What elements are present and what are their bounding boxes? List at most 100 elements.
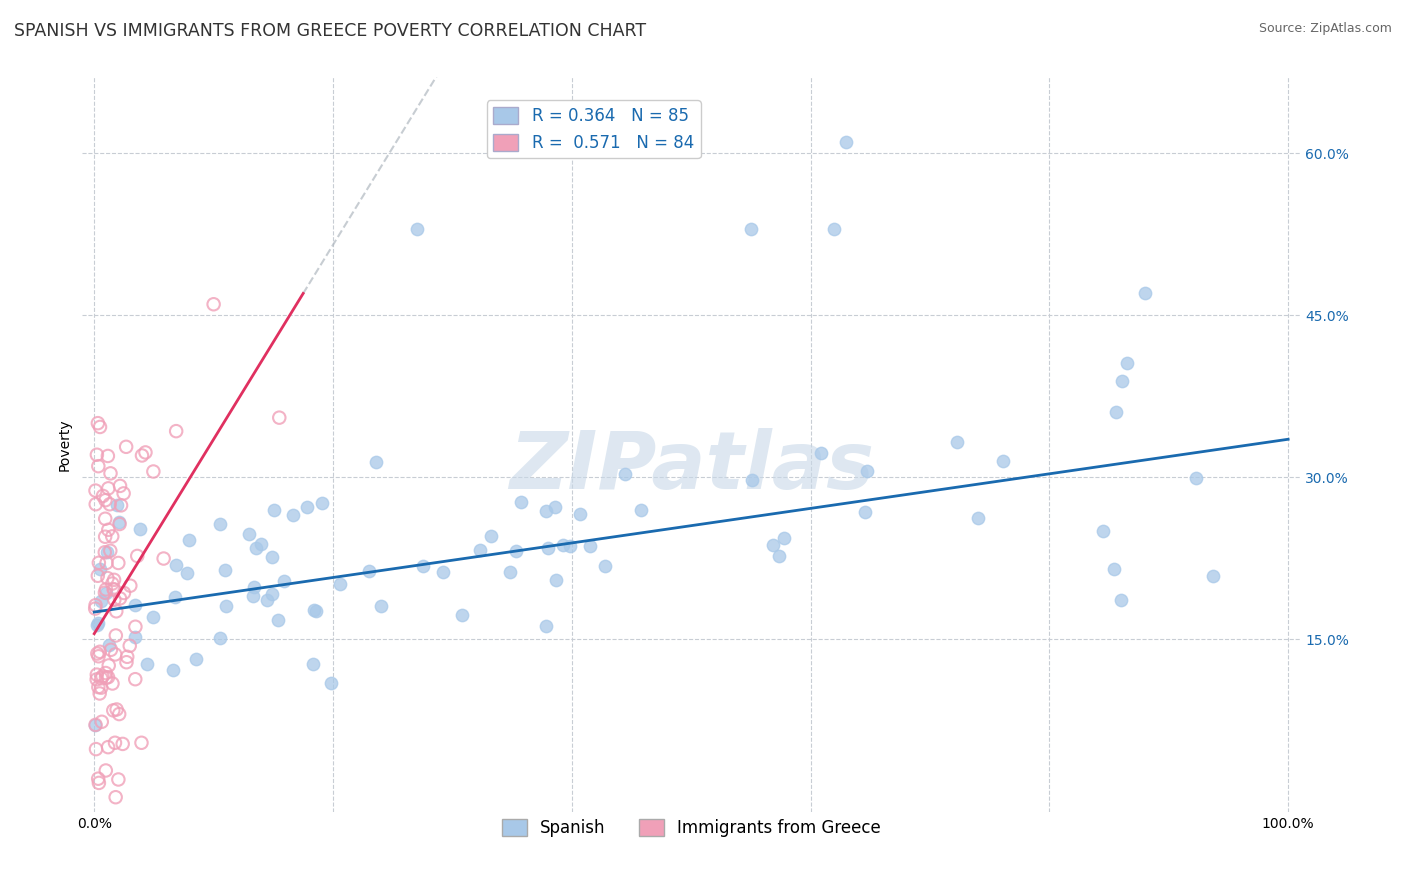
Point [1133, 286, 1156, 301]
Point [256, 593, 278, 607]
Point [107, 772, 129, 787]
Point [94, 582, 117, 597]
Point [165, 424, 187, 438]
Point [108, 515, 131, 529]
Point [162, 664, 184, 678]
Point [97, 740, 120, 755]
Point [87, 556, 110, 570]
Point [124, 630, 146, 644]
Point [544, 573, 567, 587]
Point [87, 772, 110, 786]
Point [120, 579, 142, 593]
Point [856, 464, 879, 478]
Point [112, 586, 135, 600]
Point [103, 582, 125, 597]
Point [105, 499, 128, 513]
Point [569, 507, 592, 521]
Point [96, 556, 118, 570]
Point [479, 529, 502, 543]
Point [1202, 569, 1225, 583]
Text: SPANISH VS IMMIGRANTS FROM GREECE POVERTY CORRELATION CHART: SPANISH VS IMMIGRANTS FROM GREECE POVERT… [14, 22, 647, 40]
Point [124, 620, 146, 634]
Point [94, 545, 117, 559]
Point [250, 537, 273, 551]
Point [97, 449, 120, 463]
Point [124, 598, 146, 612]
Point [364, 455, 387, 469]
Point [412, 558, 434, 573]
Point [142, 465, 165, 479]
Point [544, 500, 567, 515]
Point [165, 590, 187, 604]
Point [89, 420, 111, 434]
Point [90, 681, 112, 695]
Point [87, 680, 110, 694]
Point [108, 591, 131, 606]
Point [94, 530, 117, 544]
Point [823, 221, 845, 235]
Point [127, 549, 149, 563]
Point [810, 446, 832, 460]
Point [101, 676, 124, 690]
Point [359, 564, 381, 578]
Point [263, 503, 285, 517]
Point [104, 628, 127, 642]
Point [101, 529, 124, 543]
Point [86, 618, 108, 632]
Point [853, 505, 876, 519]
Point [835, 135, 858, 149]
Point [111, 737, 134, 751]
Point [97, 670, 120, 684]
Point [305, 604, 328, 618]
Point [177, 533, 200, 548]
Point [91, 489, 114, 503]
Point [104, 790, 127, 805]
Point [84, 601, 107, 615]
Point [165, 558, 187, 572]
Point [124, 672, 146, 686]
Point [1092, 524, 1115, 539]
Point [499, 566, 522, 580]
Point [741, 473, 763, 487]
Point [87, 416, 110, 430]
Point [89, 561, 111, 575]
Point [762, 538, 785, 552]
Point [100, 642, 122, 657]
Point [510, 495, 533, 509]
Point [208, 631, 231, 645]
Point [451, 608, 474, 623]
Point [267, 614, 290, 628]
Point [131, 736, 153, 750]
Point [560, 539, 582, 553]
Point [103, 582, 125, 597]
Point [115, 440, 138, 454]
Point [107, 556, 129, 570]
Point [108, 516, 131, 531]
Point [302, 657, 325, 671]
Point [991, 454, 1014, 468]
Point [118, 639, 141, 653]
Point [103, 573, 125, 587]
Point [84, 742, 107, 756]
Point [110, 499, 132, 513]
Point [86, 667, 108, 681]
Point [1105, 404, 1128, 418]
Point [115, 655, 138, 669]
Point [630, 503, 652, 517]
Point [84, 497, 107, 511]
Point [136, 657, 159, 671]
Point [94, 585, 117, 599]
Point [269, 410, 291, 425]
Point [89, 686, 111, 700]
Point [319, 676, 342, 690]
Point [1111, 374, 1133, 388]
Point [98, 543, 121, 558]
Point [536, 504, 558, 518]
Point [405, 221, 427, 235]
Point [105, 604, 128, 618]
Point [470, 543, 492, 558]
Point [94, 764, 117, 778]
Point [96, 571, 118, 585]
Point [214, 563, 236, 577]
Point [108, 479, 131, 493]
